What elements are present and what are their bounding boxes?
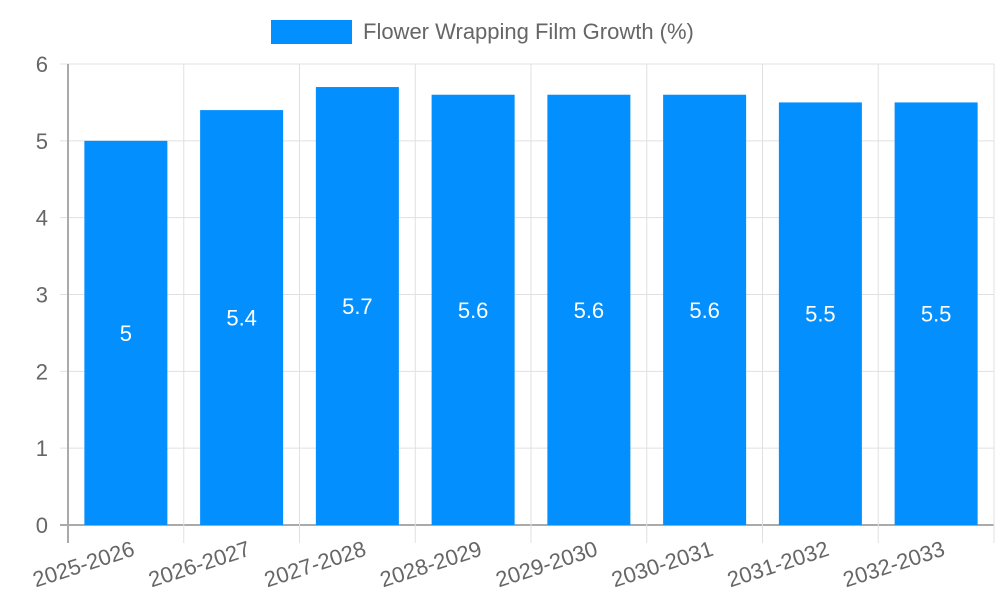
y-tick-label: 2 bbox=[36, 359, 48, 384]
x-tick-label: 2026-2027 bbox=[145, 536, 253, 592]
bar-value-label: 5.6 bbox=[574, 298, 605, 323]
bar-value-label: 5.5 bbox=[805, 302, 836, 327]
x-tick-label: 2030-2031 bbox=[608, 536, 716, 592]
bar[interactable] bbox=[84, 140, 168, 526]
y-tick-label: 5 bbox=[36, 129, 48, 154]
x-tick-label: 2025-2026 bbox=[30, 536, 138, 592]
x-tick-label: 2028-2029 bbox=[377, 536, 485, 592]
x-tick-label: 2027-2028 bbox=[261, 536, 369, 592]
bar[interactable] bbox=[315, 87, 399, 526]
bar[interactable] bbox=[547, 94, 631, 525]
bar[interactable] bbox=[431, 94, 515, 525]
bar[interactable] bbox=[200, 110, 284, 525]
legend-label[interactable]: Flower Wrapping Film Growth (%) bbox=[363, 19, 694, 44]
bar-value-label: 5 bbox=[120, 321, 132, 346]
y-tick-label: 3 bbox=[36, 283, 48, 308]
bar-value-label: 5.6 bbox=[689, 298, 720, 323]
bar[interactable] bbox=[778, 102, 862, 526]
x-tick-label: 2031-2032 bbox=[724, 536, 832, 592]
bar-value-label: 5.7 bbox=[342, 294, 373, 319]
x-tick-label: 2029-2030 bbox=[493, 536, 601, 592]
bar[interactable] bbox=[663, 94, 747, 525]
y-tick-label: 0 bbox=[36, 513, 48, 538]
bar-value-label: 5.6 bbox=[458, 298, 489, 323]
legend-swatch[interactable] bbox=[271, 20, 352, 44]
bar-value-label: 5.4 bbox=[226, 306, 257, 331]
bar[interactable] bbox=[894, 102, 978, 526]
y-tick-label: 4 bbox=[36, 206, 48, 231]
x-tick-label: 2032-2033 bbox=[840, 536, 948, 592]
y-tick-label: 1 bbox=[36, 436, 48, 461]
y-tick-label: 6 bbox=[36, 52, 48, 77]
bar-value-label: 5.5 bbox=[921, 302, 952, 327]
